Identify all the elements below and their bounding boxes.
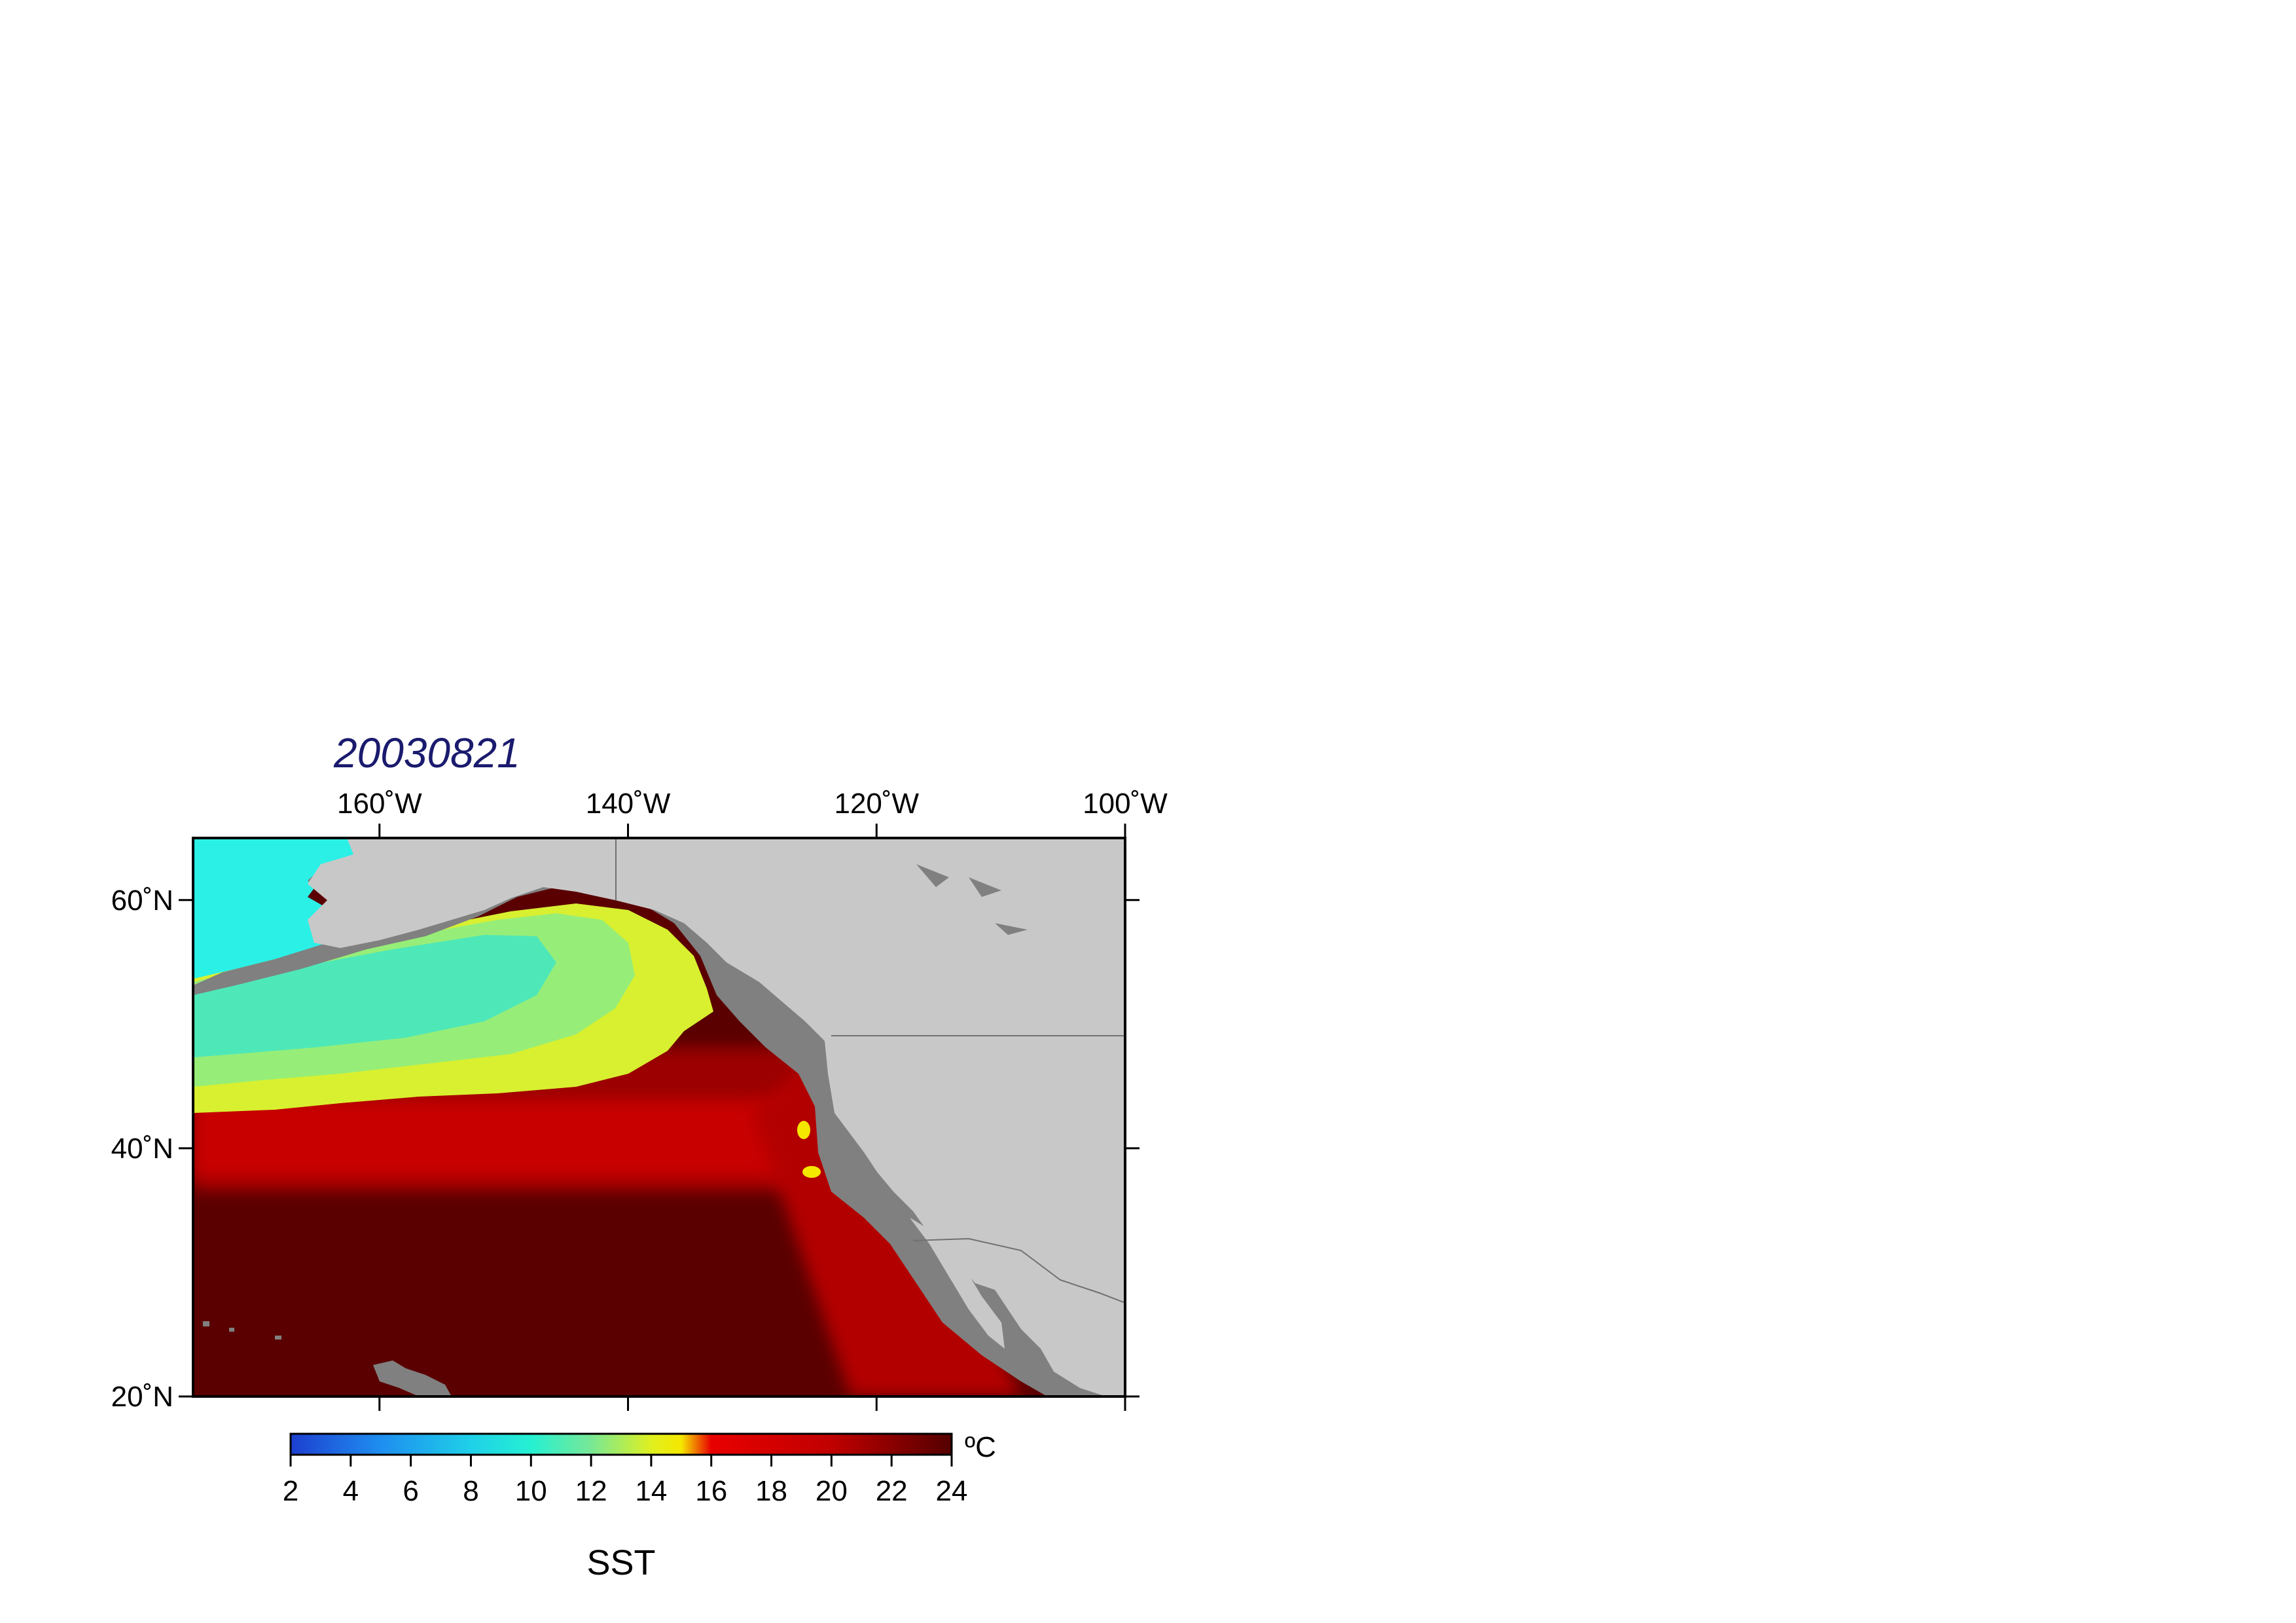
longitude-axis: 160˚W 140˚W 120˚W 100˚W	[337, 788, 1168, 1411]
colorbar-tick-label: 20	[816, 1475, 848, 1507]
map-frame	[192, 837, 1126, 1398]
colorbar-label: SST	[586, 1543, 655, 1582]
sst-field	[193, 838, 1125, 1396]
lat-tick-label: 60˚N	[111, 884, 173, 917]
colorbar-gradient	[289, 1432, 953, 1456]
lon-tick-label: 100˚W	[1083, 788, 1168, 820]
map-title: 20030821	[333, 729, 520, 776]
lon-tick-label: 140˚W	[586, 788, 671, 820]
latitude-axis: 60˚N 40˚N 20˚N	[111, 884, 1139, 1413]
colorbar: 2 4 6 8 10 12 14 16 18 20 22 24 ºC SST	[283, 1431, 996, 1582]
colorbar-tick-label: 4	[343, 1475, 359, 1507]
colorbar-tick-label: 18	[755, 1475, 787, 1507]
lat-tick-label: 20˚N	[111, 1381, 173, 1413]
map-panel	[193, 838, 1125, 1396]
us-mexico-border	[912, 1237, 1125, 1304]
colorbar-tick-label: 14	[635, 1475, 667, 1507]
baja-peninsula	[910, 1218, 1005, 1349]
colorbar-tick-label: 16	[695, 1475, 727, 1507]
colorbar-tick-label: 6	[403, 1475, 418, 1507]
lon-tick-label: 160˚W	[337, 788, 422, 820]
colorbar-tick-label: 2	[283, 1475, 298, 1507]
colorbar-tick-label: 24	[936, 1475, 968, 1507]
colorbar-tick-label: 12	[575, 1475, 607, 1507]
colorbar-unit: ºC	[965, 1431, 996, 1463]
colorbar-tick-label: 22	[876, 1475, 908, 1507]
land-mass	[308, 838, 1125, 1396]
lat-tick-label: 40˚N	[111, 1133, 173, 1165]
colorbar-tick-label: 10	[515, 1475, 547, 1507]
colorbar-tick-label: 8	[463, 1475, 478, 1507]
lon-tick-label: 120˚W	[834, 788, 919, 820]
hawaii-islands	[373, 1360, 452, 1396]
